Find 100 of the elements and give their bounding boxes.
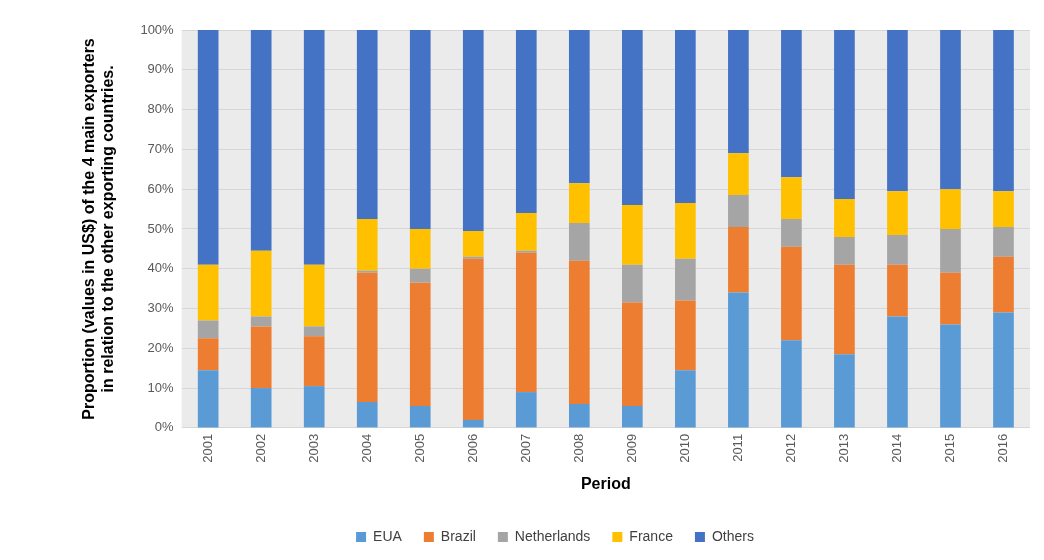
x-tick-label: 2013: [836, 433, 851, 463]
bar: [622, 264, 643, 303]
bar: [728, 30, 749, 154]
x-tick-label: 2005: [411, 433, 427, 463]
x-tick-label: 2011: [729, 433, 745, 462]
bar: [622, 205, 643, 265]
x-tick-label: 2010: [676, 433, 692, 463]
legend-label: Netherlands: [514, 527, 591, 544]
bar: [993, 30, 1014, 192]
bar: [940, 324, 961, 428]
bar: [834, 236, 855, 265]
y-tick-label: 20%: [147, 339, 175, 355]
bar: [250, 250, 272, 317]
bar: [303, 30, 325, 265]
bar: [675, 30, 696, 204]
bar: [568, 183, 590, 223]
bar: [834, 30, 855, 200]
bar: [356, 272, 378, 403]
bar: [781, 340, 802, 428]
bar: [887, 30, 908, 192]
bar: [622, 30, 643, 206]
bar: [303, 264, 325, 327]
bar: [356, 402, 378, 428]
y-tick-label: 50%: [147, 220, 175, 236]
bar: [940, 189, 961, 229]
y-tick-label: 90%: [147, 61, 175, 77]
x-tick-label: 2014: [889, 433, 905, 463]
bar: [887, 191, 908, 235]
bar: [409, 30, 431, 229]
x-tick-label: 2002: [252, 433, 268, 463]
x-tick-label: 2007: [517, 433, 533, 463]
bar: [728, 195, 749, 227]
bar: [887, 234, 908, 265]
bar: [781, 246, 802, 341]
bar: [993, 256, 1014, 313]
bar: [250, 316, 272, 327]
bar: [940, 30, 961, 190]
x-tick-label: 2008: [570, 433, 586, 463]
bar: [675, 300, 696, 371]
bar: [197, 30, 219, 265]
legend-label: Others: [711, 527, 754, 544]
bar: [197, 370, 219, 428]
bar: [303, 336, 325, 387]
x-tick-label: 2003: [305, 433, 321, 463]
bar: [515, 213, 537, 251]
bar: [728, 226, 749, 293]
bar: [834, 264, 855, 355]
bar: [250, 388, 272, 428]
x-axis-title: Period: [580, 474, 631, 492]
bar: [728, 153, 749, 196]
bar: [462, 419, 484, 428]
bar: [834, 354, 855, 428]
x-tick-label: 2004: [358, 433, 374, 463]
bar: [568, 30, 590, 184]
bar: [303, 326, 325, 337]
x-tick-label: 2015: [942, 433, 958, 463]
legend-label: EUA: [373, 527, 403, 544]
bar: [462, 30, 484, 231]
bar: [940, 228, 961, 273]
bar: [993, 312, 1014, 428]
bar: [622, 406, 643, 428]
y-tick-label: 80%: [147, 101, 175, 117]
bar: [303, 386, 325, 428]
y-tick-label: 0%: [154, 419, 175, 435]
x-tick-label: 2006: [464, 433, 480, 463]
bar: [462, 258, 484, 420]
bar: [675, 258, 696, 301]
x-tick-label: 2001: [199, 433, 215, 463]
bar: [781, 218, 802, 247]
legend-label: France: [629, 527, 674, 544]
bar: [940, 272, 961, 325]
bar: [515, 252, 537, 393]
bar: [781, 30, 802, 178]
x-tick-label: 2012: [782, 433, 798, 463]
bar: [887, 264, 908, 317]
bar: [356, 218, 378, 271]
bar: [197, 320, 219, 339]
bar: [568, 222, 590, 261]
bar: [515, 30, 537, 214]
legend-label: Brazil: [440, 527, 476, 544]
x-tick-label: 2016: [995, 433, 1011, 463]
y-tick-label: 60%: [147, 180, 175, 196]
bar: [993, 191, 1014, 227]
bar: [462, 230, 484, 257]
bar: [515, 392, 537, 428]
bar: [250, 326, 272, 389]
bar: [568, 260, 590, 405]
bar: [675, 203, 696, 259]
bar: [887, 316, 908, 428]
y-axis-title: Proportion (values in US$) of the 4 main exporters in relation to the other exporting countries.: [80, 38, 117, 420]
bar: [781, 177, 802, 219]
bar: [197, 338, 219, 371]
bar: [568, 404, 590, 428]
bar: [197, 264, 219, 321]
bar: [409, 406, 431, 428]
bar: [675, 370, 696, 428]
bar: [409, 282, 431, 406]
bar: [409, 268, 431, 283]
x-tick-label: 2009: [623, 433, 639, 463]
bar: [356, 30, 378, 219]
